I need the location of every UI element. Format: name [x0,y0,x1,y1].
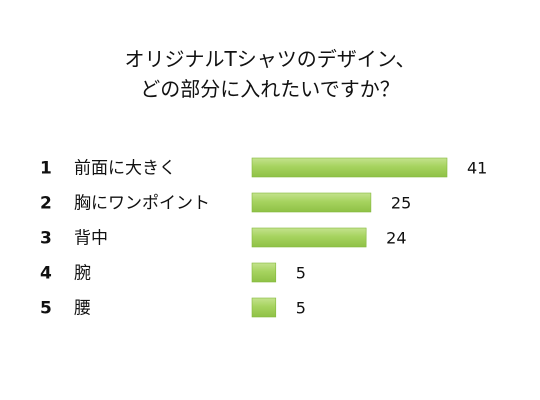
rank-label: 3 [40,229,52,249]
category-label: 前面に大きく [74,159,176,179]
category-label: 胸にワンポイント [74,194,210,214]
data-label: 5 [296,299,306,318]
data-label: 24 [386,229,406,248]
rank-label: 2 [40,194,52,214]
rank-label: 1 [40,159,52,179]
bar [251,262,277,283]
chart-title-line-2: どの部分に入れたいですか？ [140,77,400,101]
chart-title-line-1: オリジナルTシャツのデザイン、 [124,47,416,71]
category-label: 腰 [74,299,91,319]
category-label: 腕 [74,264,91,284]
chart-title: オリジナルTシャツのデザイン、 どの部分に入れたいですか？ [0,44,540,104]
category-label: 背中 [74,229,108,249]
data-label: 41 [467,159,487,178]
bar [251,157,448,178]
data-label: 5 [296,264,306,283]
bar [251,192,372,213]
bar [251,227,367,248]
rank-label: 4 [40,264,52,284]
rank-label: 5 [40,299,52,319]
bar [251,297,277,318]
data-label: 25 [391,194,411,213]
